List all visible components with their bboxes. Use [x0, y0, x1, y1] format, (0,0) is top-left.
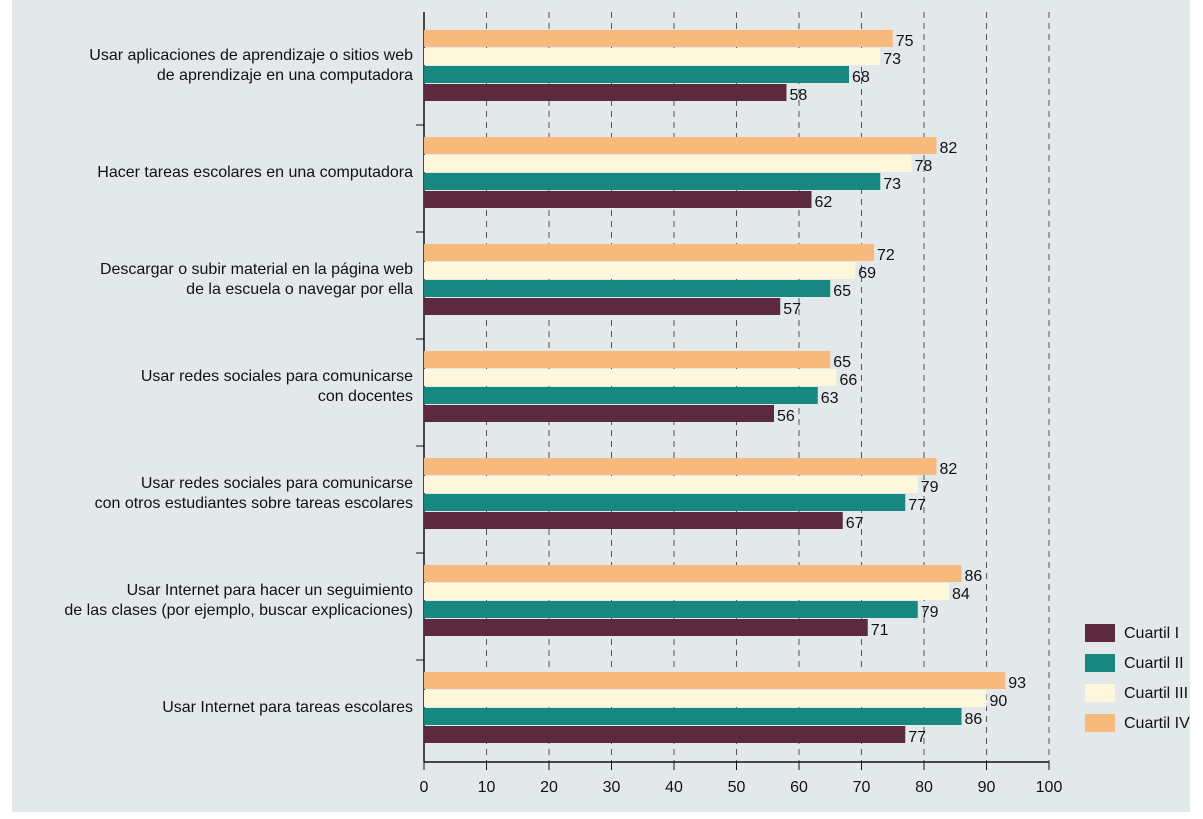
bar [424, 565, 962, 582]
value-label: 69 [858, 265, 876, 282]
legend-swatch [1085, 684, 1115, 702]
value-label: 90 [990, 693, 1008, 710]
value-label: 75 [896, 33, 914, 50]
x-tick-label: 80 [915, 779, 933, 796]
x-tick-label: 50 [728, 779, 746, 796]
value-label: 56 [777, 408, 795, 425]
bar [424, 155, 912, 172]
bar [424, 494, 906, 511]
bar [424, 512, 843, 529]
legend-label: Cuartil IV [1124, 715, 1190, 732]
bar [424, 351, 831, 368]
category-label: Usar redes sociales para comunicarse con … [95, 475, 414, 512]
value-label: 68 [852, 69, 870, 86]
bar [424, 137, 937, 154]
legend-swatch [1085, 624, 1115, 642]
bar [424, 262, 856, 279]
x-tick-label: 90 [978, 779, 996, 796]
value-label: 57 [783, 301, 801, 318]
value-label: 72 [877, 247, 895, 264]
bar [424, 690, 987, 707]
x-tick-label: 0 [420, 779, 429, 796]
bar [424, 173, 881, 190]
x-tick-label: 20 [540, 779, 558, 796]
legend-swatch [1085, 714, 1115, 732]
category-label: Usar redes sociales para comunicarse con … [141, 368, 413, 405]
category-label: Usar aplicaciones de aprendizaje o sitio… [89, 47, 413, 84]
value-label: 86 [965, 711, 983, 728]
category-label-line: Usar redes sociales para comunicarse [141, 475, 413, 492]
bar [424, 298, 781, 315]
category-label-line: de la escuela o navegar por ella [186, 281, 413, 298]
value-label: 65 [833, 354, 851, 371]
category-label: Hacer tareas escolares en una computador… [97, 164, 413, 181]
value-label: 86 [965, 568, 983, 585]
category-label-line: con docentes [318, 388, 413, 405]
category-label-line: Usar Internet para hacer un seguimiento [127, 582, 413, 599]
bar [424, 191, 812, 208]
category-label-line: de las clases (por ejemplo, buscar expli… [64, 602, 413, 619]
bar [424, 458, 937, 475]
bar [424, 405, 774, 422]
bar [424, 30, 893, 47]
value-label: 71 [871, 622, 889, 639]
bar [424, 672, 1006, 689]
value-label: 67 [846, 515, 864, 532]
value-label: 77 [908, 729, 926, 746]
bar [424, 387, 818, 404]
value-label: 73 [883, 176, 901, 193]
value-label: 79 [921, 479, 939, 496]
value-label: 82 [940, 461, 958, 478]
value-label: 65 [833, 283, 851, 300]
value-label: 78 [915, 158, 933, 175]
category-label-line: de aprendizaje en una computadora [157, 67, 413, 84]
category-label-line: Usar aplicaciones de aprendizaje o sitio… [89, 47, 413, 64]
bar [424, 583, 949, 600]
bar [424, 66, 849, 83]
x-tick-label: 100 [1036, 779, 1063, 796]
bar [424, 476, 918, 493]
value-label: 62 [815, 194, 833, 211]
value-label: 63 [821, 390, 839, 407]
value-label: 93 [1008, 675, 1026, 692]
category-label: Usar Internet para tareas escolares [162, 699, 413, 716]
value-label: 79 [921, 604, 939, 621]
x-tick-label: 30 [603, 779, 621, 796]
category-label-line: Usar redes sociales para comunicarse [141, 368, 413, 385]
category-label-line: Descargar o subir material en la página … [100, 261, 413, 278]
category-label-line: Usar Internet para tareas escolares [162, 699, 413, 716]
bar [424, 726, 906, 743]
category-label: Usar Internet para hacer un seguimiento d… [64, 582, 413, 619]
legend-label: Cuartil II [1124, 655, 1184, 672]
bar [424, 280, 831, 297]
bar [424, 708, 962, 725]
bar [424, 244, 874, 261]
x-tick-label: 60 [790, 779, 808, 796]
category-label-line: con otros estudiantes sobre tareas escol… [95, 495, 413, 512]
x-tick-label: 70 [853, 779, 871, 796]
value-label: 77 [908, 497, 926, 514]
x-tick-label: 10 [478, 779, 496, 796]
bar [424, 601, 918, 618]
legend-label: Cuartil I [1124, 625, 1179, 642]
value-label: 84 [952, 586, 970, 603]
bar [424, 369, 837, 386]
bar [424, 48, 881, 65]
bar [424, 619, 868, 636]
value-label: 58 [790, 87, 808, 104]
value-label: 73 [883, 51, 901, 68]
legend-swatch [1085, 654, 1115, 672]
category-label-line: Hacer tareas escolares en una computador… [97, 164, 413, 181]
x-tick-label: 40 [665, 779, 683, 796]
value-label: 82 [940, 140, 958, 157]
legend-label: Cuartil III [1124, 685, 1188, 702]
value-label: 66 [840, 372, 858, 389]
bar [424, 84, 787, 101]
category-label: Descargar o subir material en la página … [100, 261, 413, 298]
